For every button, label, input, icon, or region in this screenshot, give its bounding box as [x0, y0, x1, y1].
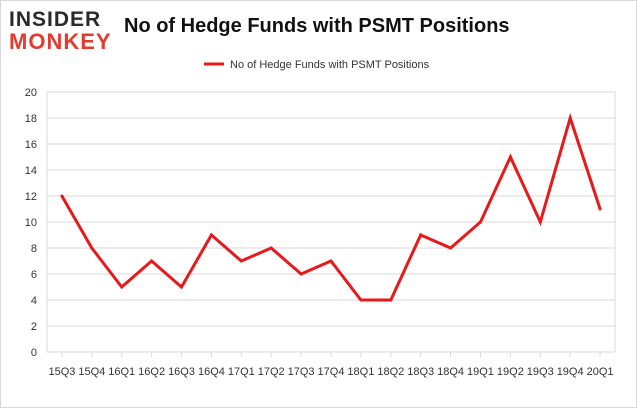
data-point — [269, 246, 273, 250]
data-point — [209, 233, 213, 237]
data-point — [90, 246, 94, 250]
x-tick-label: 19Q3 — [527, 366, 554, 378]
logo-text-bottom: MONKEY — [9, 29, 112, 54]
x-tick-label: 16Q1 — [108, 366, 135, 378]
x-tick-label: 18Q1 — [347, 366, 374, 378]
y-tick-label: 4 — [31, 295, 37, 307]
logo-text-top: INSIDER — [9, 8, 102, 31]
data-point — [508, 155, 512, 159]
x-tick-label: 16Q3 — [168, 366, 195, 378]
data-point — [538, 220, 542, 224]
x-tick-label: 16Q4 — [198, 366, 225, 378]
y-tick-label: 6 — [31, 269, 37, 281]
data-point — [598, 207, 602, 211]
data-point — [120, 285, 124, 289]
y-tick-label: 10 — [25, 217, 37, 229]
x-tick-label: 18Q4 — [437, 366, 464, 378]
x-tick-label: 17Q3 — [288, 366, 315, 378]
data-point — [419, 233, 423, 237]
legend-label: No of Hedge Funds with PSMT Positions — [230, 59, 430, 71]
data-point — [239, 259, 243, 263]
chart-title: No of Hedge Funds with PSMT Positions — [124, 15, 510, 37]
data-point — [568, 116, 572, 120]
data-point — [60, 194, 64, 198]
x-tick-label: 16Q2 — [138, 366, 165, 378]
x-tick-label: 15Q4 — [78, 366, 105, 378]
data-point — [359, 298, 363, 302]
x-tick-label: 19Q4 — [557, 366, 584, 378]
x-tick-label: 18Q3 — [407, 366, 434, 378]
series-line — [60, 112, 602, 302]
data-point — [329, 259, 333, 263]
data-point — [389, 298, 393, 302]
x-tick-label: 17Q4 — [318, 366, 345, 378]
x-tick-label: 20Q1 — [587, 366, 614, 378]
x-tick-label: 19Q1 — [467, 366, 494, 378]
insider-monkey-logo: INSIDER MONKEY — [9, 9, 119, 55]
y-tick-label: 12 — [25, 191, 37, 203]
data-point — [180, 285, 184, 289]
y-tick-label: 2 — [31, 321, 37, 333]
y-tick-label: 20 — [25, 87, 37, 99]
x-tick-label: 17Q1 — [228, 366, 255, 378]
data-point — [150, 259, 154, 263]
y-tick-label: 0 — [31, 347, 37, 359]
x-tick-label: 17Q2 — [258, 366, 285, 378]
x-tick-label: 18Q2 — [377, 366, 404, 378]
data-point — [449, 246, 453, 250]
y-tick-label: 16 — [25, 139, 37, 151]
y-tick-label: 8 — [31, 243, 37, 255]
x-tick-label: 19Q2 — [497, 366, 524, 378]
data-point — [478, 220, 482, 224]
data-point — [299, 272, 303, 276]
x-tick-label: 15Q3 — [48, 366, 75, 378]
y-tick-label: 14 — [25, 165, 37, 177]
y-tick-label: 18 — [25, 113, 37, 125]
